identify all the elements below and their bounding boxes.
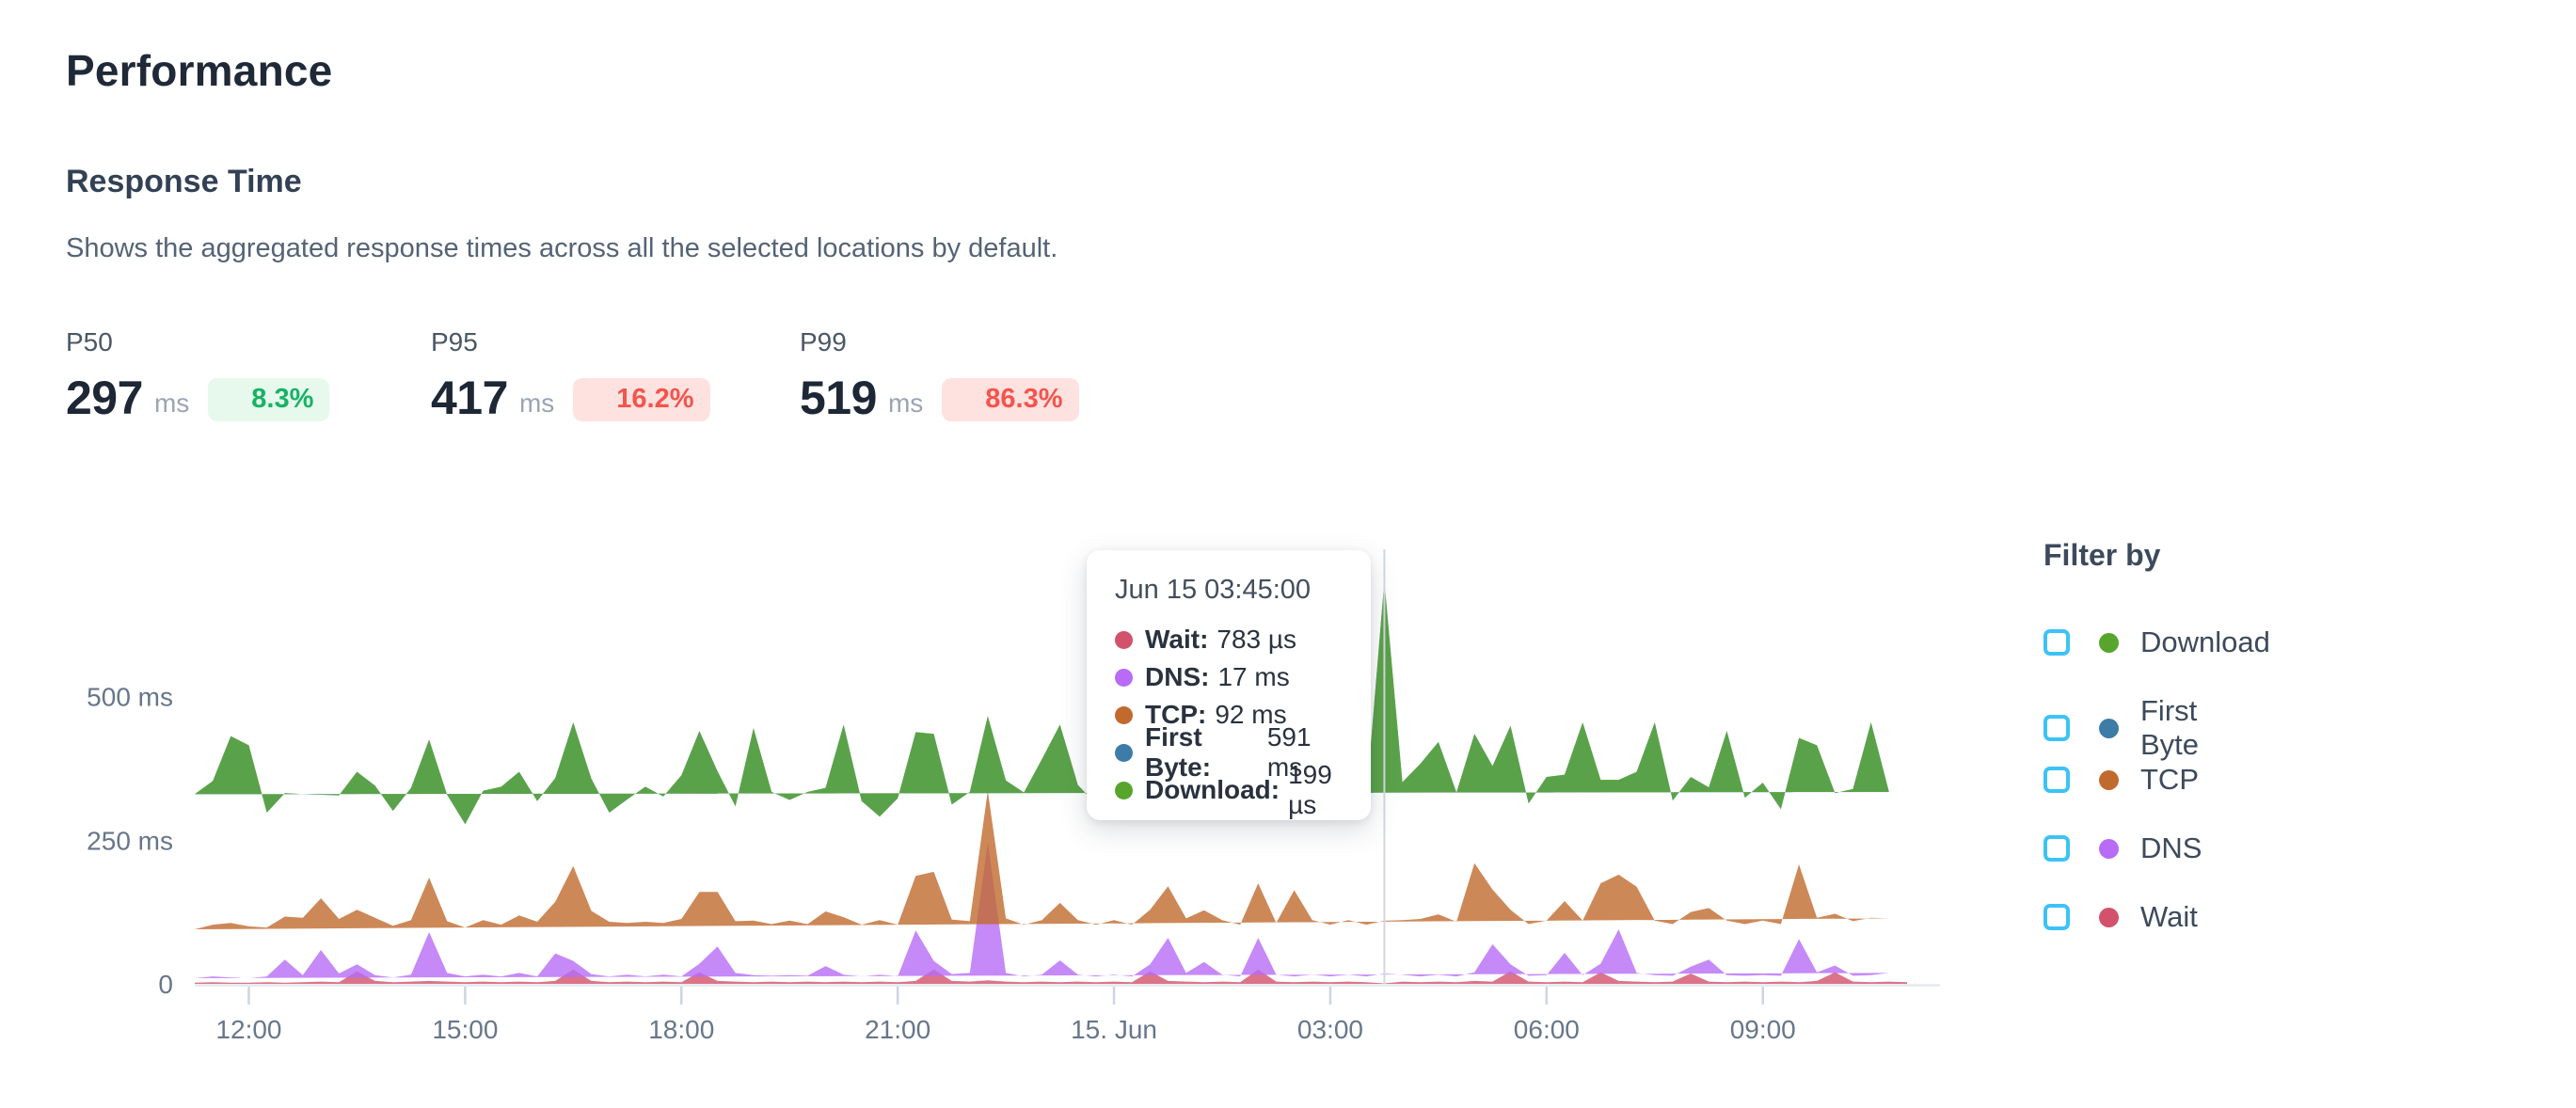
- metric-label: P95: [431, 327, 478, 356]
- filter-item-label[interactable]: TCP: [2140, 763, 2199, 796]
- download-checkbox[interactable]: [2043, 629, 2070, 656]
- delta-value: 8.3%: [251, 384, 314, 414]
- tooltip-value: 17 ms: [1217, 662, 1290, 691]
- filter-item-dns[interactable]: DNS: [2043, 831, 2202, 865]
- filter-item-download[interactable]: Download: [2043, 625, 2270, 659]
- tooltip-label: First Byte:: [1145, 722, 1212, 782]
- tooltip-label: DNS:: [1145, 662, 1210, 691]
- delta-value: 86.3%: [985, 384, 1063, 414]
- tcp-checkbox[interactable]: [2043, 767, 2070, 793]
- y-tick-label: 0: [158, 970, 173, 999]
- chart-tooltip: Jun 15 03:45:00 Wait: 783 µs DNS: 17 ms …: [1087, 550, 1371, 820]
- x-tick-label: 15:00: [432, 1015, 498, 1044]
- filter-panel: Filter by Download First Byte TCP DNS Wa…: [2043, 538, 2270, 933]
- series-area-download[interactable]: [195, 580, 1889, 825]
- x-tick-label: 21:00: [865, 1015, 930, 1044]
- tooltip-value: 199 µs: [1288, 760, 1332, 819]
- metric-value: 519: [800, 372, 877, 424]
- filter-item-label[interactable]: Download: [2140, 625, 2270, 658]
- tooltip-label: Download:: [1145, 775, 1280, 804]
- tooltip-label: TCP:: [1145, 700, 1207, 729]
- tooltip-value: 92 ms: [1215, 700, 1287, 729]
- section-title-response-time: Response Time: [66, 164, 302, 199]
- x-tick-label: 12:00: [215, 1015, 281, 1044]
- dns-series-dot-icon: [1115, 668, 1133, 687]
- filter-item-label[interactable]: Wait: [2140, 900, 2198, 933]
- metric-label: P99: [800, 327, 847, 356]
- section-description: Shows the aggregated response times acro…: [66, 233, 1058, 263]
- tooltip-value: 591 ms: [1266, 722, 1312, 782]
- filter-item-wait[interactable]: Wait: [2043, 900, 2198, 934]
- metric-label: P50: [66, 327, 113, 356]
- delta-badge: 16.2%: [573, 378, 710, 421]
- tooltip-row-tcp: TCP: 92 ms: [1115, 696, 1343, 734]
- first-byte-series-dot-icon: [2099, 718, 2119, 738]
- metric-unit: ms: [518, 388, 555, 418]
- download-series-dot-icon: [2099, 632, 2119, 653]
- metric-p99: P99 519 ms 86.3%: [800, 327, 1079, 425]
- delta-badge: 8.3%: [208, 378, 330, 421]
- tooltip-row-dns: DNS: 17 ms: [1115, 658, 1343, 696]
- dns-series-dot-icon: [2099, 838, 2119, 859]
- tooltip-row-download: Download: 199 µs: [1115, 760, 1343, 819]
- y-tick-label: 250 ms: [87, 826, 173, 855]
- x-tick-label: 15. Jun: [1071, 1015, 1157, 1044]
- tooltip-value: 783 µs: [1216, 625, 1297, 654]
- tooltip-row-wait: Wait: 783 µs: [1115, 621, 1343, 658]
- metric-p50: P50 297 ms 8.3%: [66, 327, 330, 425]
- page-title: Performance: [66, 46, 333, 95]
- tooltip-timestamp: Jun 15 03:45:00: [1115, 575, 1312, 605]
- tcp-series-dot-icon: [1115, 705, 1133, 724]
- x-tick-label: 09:00: [1730, 1015, 1796, 1044]
- y-tick-label: 500 ms: [87, 683, 173, 712]
- wait-series-dot-icon: [2099, 907, 2119, 927]
- x-tick-label: 03:00: [1297, 1015, 1363, 1044]
- series-area-wait[interactable]: [195, 969, 1907, 984]
- filter-item-tcp[interactable]: TCP: [2043, 763, 2199, 797]
- delta-value: 16.2%: [616, 384, 694, 414]
- tcp-series-dot-icon: [2099, 769, 2119, 790]
- metric-value: 417: [431, 372, 508, 424]
- first-byte-checkbox[interactable]: [2043, 715, 2070, 741]
- delta-badge: 86.3%: [942, 378, 1079, 421]
- filter-item-label[interactable]: First Byte: [2140, 694, 2200, 761]
- wait-series-dot-icon: [1115, 630, 1133, 649]
- metric-unit: ms: [887, 388, 924, 418]
- response-time-chart[interactable]: 12:00 15:00 18:00 21:00 15. Jun 03:00 06:00 09:…: [0, 519, 2023, 1098]
- filter-by-title: Filter by: [2043, 538, 2161, 572]
- dns-checkbox[interactable]: [2043, 835, 2070, 862]
- x-tick-label: 18:00: [648, 1015, 714, 1044]
- first-byte-series-dot-icon: [1115, 743, 1133, 762]
- metric-value: 297: [66, 372, 143, 424]
- filter-item-first-byte[interactable]: First Byte: [2043, 694, 2199, 762]
- tooltip-row-first-byte: First Byte: 591 ms: [1115, 722, 1343, 782]
- filter-item-label[interactable]: DNS: [2140, 831, 2202, 864]
- series-area-tcp[interactable]: [195, 790, 1889, 929]
- wait-checkbox[interactable]: [2043, 904, 2070, 930]
- download-series-dot-icon: [1115, 781, 1133, 799]
- metric-unit: ms: [153, 388, 190, 418]
- x-tick-label: 06:00: [1514, 1015, 1580, 1044]
- tooltip-label: Wait:: [1145, 625, 1209, 654]
- metric-p95: P95 417 ms 16.2%: [431, 327, 710, 425]
